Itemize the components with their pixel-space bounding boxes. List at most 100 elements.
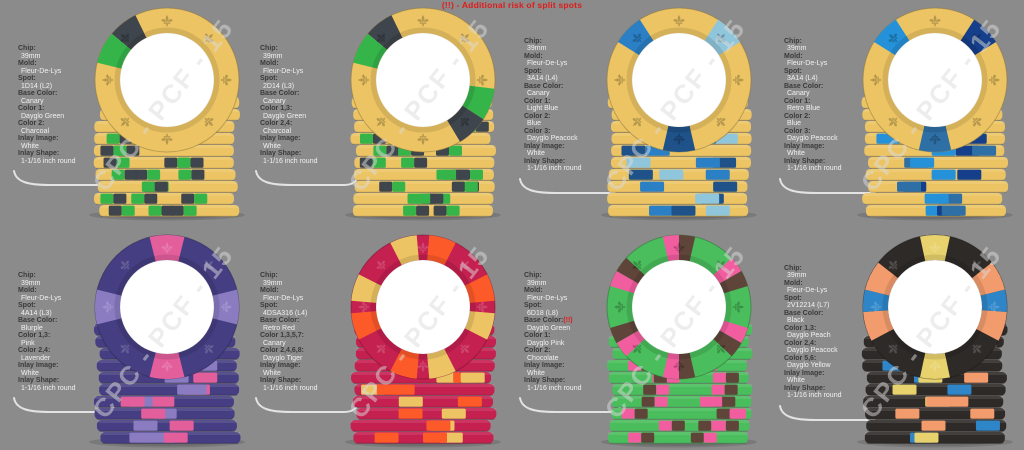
- spec-label: Color 2:: [524, 347, 551, 354]
- spec-label: Chip:: [18, 272, 36, 279]
- fleur-de-lys-mold-mark: [376, 260, 386, 270]
- spec-label: Color 2,4:: [784, 339, 817, 347]
- edge-spot: [980, 289, 1007, 313]
- spec-label: Mold:: [18, 60, 37, 67]
- chip-design-card-1: Chip: 39mm Mold: Fleur-De-Lys Spot: 1D14 (L2)…: [0, 0, 256, 223]
- spec-value: 39mm: [263, 279, 283, 287]
- fleur-de-lys-mold-mark: [888, 260, 898, 270]
- spec-value: Blurple: [21, 324, 43, 332]
- spec-value: Dayglo Green: [527, 324, 571, 332]
- chip-render: CPC - PCF - 15: [599, 234, 757, 448]
- chip-render: CPC - PCF - 15: [87, 7, 245, 221]
- chip-render: CPC - PCF - 15: [855, 234, 1013, 448]
- spec-label: Color 1,3:: [260, 105, 293, 112]
- spec-label: Inlay Image:: [524, 362, 565, 369]
- edge-spot: [713, 330, 742, 357]
- spec-label: Base Color:: [18, 317, 58, 324]
- edge-spot: [390, 348, 419, 379]
- spec-value: Light Blue: [527, 105, 559, 112]
- spec-value: Dayglo Yellow: [787, 362, 831, 369]
- edge-spot: [617, 19, 654, 56]
- fleur-de-lys-mold-mark: [460, 260, 470, 270]
- spec-value: White: [21, 142, 39, 150]
- spec-label: Mold:: [524, 287, 543, 294]
- spec-label: Inlay Image:: [784, 142, 825, 150]
- edge-spot: [464, 311, 495, 340]
- fleur-de-lys-mold-mark: [716, 344, 726, 354]
- fleur-de-lys-mold-mark: [632, 344, 642, 354]
- spec-value: 39mm: [787, 45, 807, 52]
- edge-spot: [865, 262, 898, 296]
- spec-label: Inlay Image:: [260, 135, 301, 142]
- spec-value: Retro Red: [263, 324, 295, 332]
- edge-spot: [719, 320, 748, 343]
- spec-label: Color 1:: [784, 97, 811, 105]
- fleur-de-lys-mold-mark: [972, 33, 982, 43]
- spec-value: 6D18 (L8): [527, 309, 559, 317]
- edge-spot: [960, 19, 997, 56]
- fleur-de-lys-mold-mark: [972, 344, 982, 354]
- spec-value: 39mm: [527, 279, 547, 287]
- spec-panel: Chip: 39mm Mold: Fleur-De-Lys Spot: 6D18 (L8)…: [524, 272, 616, 392]
- spec-value: Canary: [21, 97, 44, 105]
- spec-value: Retro Blue: [787, 105, 821, 112]
- chip-face: [94, 7, 240, 153]
- spec-value: Dayglo Tiger: [263, 354, 303, 362]
- spec-value: 1-1/16 inch round: [263, 157, 318, 165]
- fleur-de-lys-mold-mark: [673, 360, 685, 373]
- spec-panel: Chip: 39mm Mold: Fleur-De-Lys Spot: 2V12214 (…: [784, 265, 876, 400]
- spec-value: 39mm: [527, 45, 547, 52]
- spec-label: Base Color:: [524, 82, 564, 90]
- edge-spot: [111, 15, 147, 50]
- chip-face: [350, 234, 496, 380]
- edge-spot: [920, 235, 950, 262]
- edge-spot: [367, 15, 403, 50]
- fleur-de-lys-mold-mark: [888, 344, 898, 354]
- edge-spot: [616, 257, 645, 284]
- spec-label: Spot:: [524, 302, 542, 309]
- chip-inlay: [119, 259, 215, 355]
- spec-label: Inlay Image:: [784, 369, 825, 377]
- spec-value: Dayglo Pink: [527, 339, 565, 347]
- spec-label: Chip:: [524, 272, 542, 279]
- spec-label: Color 1,3,5,7:: [260, 332, 304, 339]
- spec-label: Base Color:: [260, 90, 300, 97]
- spec-label: Inlay Shape:: [260, 377, 302, 384]
- spec-value: White: [527, 369, 545, 377]
- edge-spot: [212, 289, 240, 325]
- spec-label: Mold:: [18, 287, 37, 294]
- spec-value: 3A14 (L4): [527, 75, 558, 82]
- spec-panel: Chip: 39mm Mold: Fleur-De-Lys Spot: 4A14 (L3)…: [18, 272, 110, 392]
- fleur-de-lys-mold-mark: [161, 241, 173, 254]
- fleur-de-lys-mold-mark: [101, 74, 114, 86]
- fleur-de-lys-mold-mark: [417, 133, 429, 146]
- spec-value: White: [21, 369, 39, 377]
- fleur-de-lys-mold-mark: [120, 344, 130, 354]
- fleur-de-lys-mold-mark: [888, 33, 898, 43]
- spec-label: Color 1:: [18, 105, 45, 112]
- fleur-de-lys-mold-mark: [357, 301, 370, 313]
- fleur-de-lys-mold-mark: [120, 33, 130, 43]
- fleur-de-lys-mold-mark: [716, 260, 726, 270]
- fleur-de-lys-mold-mark: [972, 117, 982, 127]
- spec-panel: Chip: 39mm Mold: Fleur-De-Lys Spot: 3A14 (L4)…: [784, 38, 876, 173]
- edge-spot: [427, 235, 456, 266]
- edge-spot: [920, 352, 950, 379]
- fleur-de-lys-mold-mark: [204, 260, 214, 270]
- spec-value: 1-1/16 inch round: [787, 165, 842, 172]
- fleur-de-lys-mold-mark: [888, 117, 898, 127]
- spec-value: 1-1/16 inch round: [527, 165, 582, 172]
- spec-label: Inlay Image:: [524, 142, 565, 150]
- spec-label: Spot:: [524, 67, 542, 75]
- spec-value: Blue: [527, 120, 542, 127]
- edge-spot: [873, 19, 910, 56]
- spec-label: Color 1:: [524, 332, 551, 339]
- spec-label: Spot:: [784, 67, 802, 75]
- fleur-de-lys-mold-mark: [929, 241, 941, 254]
- spec-value: 4DSA316 (L4): [263, 309, 308, 317]
- fleur-de-lys-mold-mark: [460, 344, 470, 354]
- spec-label: Base Color:: [784, 82, 824, 90]
- fleur-de-lys-mold-mark: [869, 301, 882, 313]
- edge-spot: [390, 235, 419, 266]
- spec-value: Fleur-De-Lys: [527, 294, 568, 302]
